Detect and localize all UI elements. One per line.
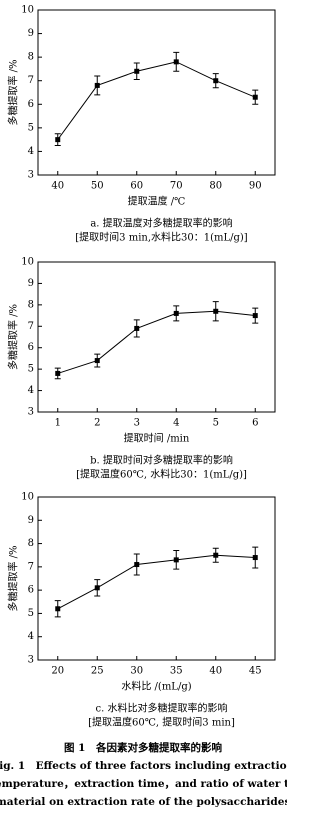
figure: 图 1 各因素对多糖提取率的影响 Fig. 1 Effects of three… — [0, 5, 287, 809]
y-tick-label: 8 — [28, 52, 34, 63]
x-tick-label: 90 — [249, 181, 262, 192]
x-tick-label: 4 — [173, 418, 179, 429]
y-tick-label: 5 — [28, 364, 34, 375]
y-tick-label: 5 — [28, 608, 34, 619]
x-tick-label: 45 — [249, 666, 262, 677]
data-point — [55, 137, 61, 143]
data-point — [55, 606, 61, 612]
chart-title: c. 水料比对多糖提取率的影响 — [96, 702, 228, 715]
y-tick-label: 5 — [28, 122, 34, 133]
chart-subtitle: [提取温度60℃, 提取时间3 min] — [88, 716, 235, 729]
data-line — [57, 554, 256, 610]
x-tick-label: 3 — [134, 418, 140, 429]
y-tick-label: 7 — [28, 561, 34, 572]
x-tick-label: 5 — [213, 418, 219, 429]
x-tick-label: 70 — [170, 181, 183, 192]
x-tick-label: 30 — [130, 666, 143, 677]
x-tick-label: 60 — [130, 181, 143, 192]
data-point — [213, 552, 219, 558]
x-tick-label: 50 — [91, 181, 104, 192]
y-tick-label: 8 — [28, 299, 34, 310]
x-tick-label: 2 — [94, 418, 100, 429]
data-point — [134, 562, 140, 568]
y-axis-label: 多糖提取率 /% — [7, 545, 20, 611]
y-tick-label: 9 — [28, 28, 34, 39]
y-tick-label: 7 — [28, 75, 34, 86]
y-axis-label: 多糖提取率 /% — [7, 59, 20, 125]
plot-frame — [37, 261, 276, 413]
data-point — [134, 68, 140, 74]
figure-caption-en: temperature，extraction time，and ratio of… — [0, 778, 287, 790]
y-tick-label: 6 — [28, 342, 34, 353]
y-tick-label: 3 — [28, 407, 34, 418]
figure-caption-en: material on extraction rate of the polys… — [0, 796, 287, 808]
y-tick-label: 4 — [28, 385, 34, 396]
x-tick-label: 1 — [55, 418, 61, 429]
x-tick-label: 6 — [252, 418, 258, 429]
data-point — [252, 555, 258, 561]
data-line — [57, 61, 256, 140]
x-tick-label: 20 — [51, 666, 64, 677]
y-tick-label: 6 — [28, 585, 34, 596]
data-point — [213, 78, 219, 84]
figure-caption: 图 1 各因素对多糖提取率的影响 — [64, 741, 222, 754]
y-tick-label: 9 — [28, 515, 34, 526]
y-tick-label: 4 — [28, 631, 34, 642]
chart-subtitle: [提取时间3 min,水料比30：1(mL/g)] — [75, 231, 248, 244]
x-tick-label: 40 — [51, 181, 64, 192]
data-point — [173, 310, 179, 316]
y-axis-label: 多糖提取率 /% — [7, 304, 20, 370]
y-tick-label: 6 — [28, 99, 34, 110]
data-point — [252, 94, 258, 100]
data-point — [94, 585, 100, 591]
x-tick-label: 25 — [91, 666, 104, 677]
y-tick-label: 7 — [28, 321, 34, 332]
x-tick-label: 80 — [209, 181, 222, 192]
x-axis-label: 提取温度 /℃ — [128, 195, 186, 208]
data-point — [173, 557, 179, 563]
y-tick-label: 10 — [21, 5, 34, 16]
data-point — [213, 308, 219, 314]
figure-caption-en: Fig. 1 Effects of three factors includin… — [0, 760, 287, 772]
data-point — [173, 59, 179, 65]
data-line — [57, 310, 256, 374]
y-tick-label: 8 — [28, 538, 34, 549]
x-tick-label: 40 — [209, 666, 222, 677]
x-axis-label: 水料比 /(mL/g) — [121, 680, 191, 693]
x-axis-label: 提取时间 /min — [124, 432, 190, 445]
chart-title: a. 提取温度对多糖提取率的影响 — [90, 217, 232, 230]
chart-title: b. 提取时间对多糖提取率的影响 — [90, 454, 233, 467]
plot-frame — [37, 9, 276, 176]
x-tick-label: 35 — [170, 666, 183, 677]
y-tick-label: 10 — [21, 257, 34, 268]
data-point — [134, 325, 140, 331]
data-point — [94, 358, 100, 364]
y-tick-label: 9 — [28, 278, 34, 289]
y-tick-label: 3 — [28, 655, 34, 666]
data-point — [55, 370, 61, 376]
chart-subtitle: [提取温度60℃, 水料比30：1(mL/g)] — [76, 468, 247, 481]
y-tick-label: 4 — [28, 146, 34, 157]
y-tick-label: 3 — [28, 170, 34, 181]
data-point — [252, 313, 258, 319]
data-point — [94, 82, 100, 88]
plot-frame — [37, 496, 276, 661]
y-tick-label: 10 — [21, 492, 34, 503]
